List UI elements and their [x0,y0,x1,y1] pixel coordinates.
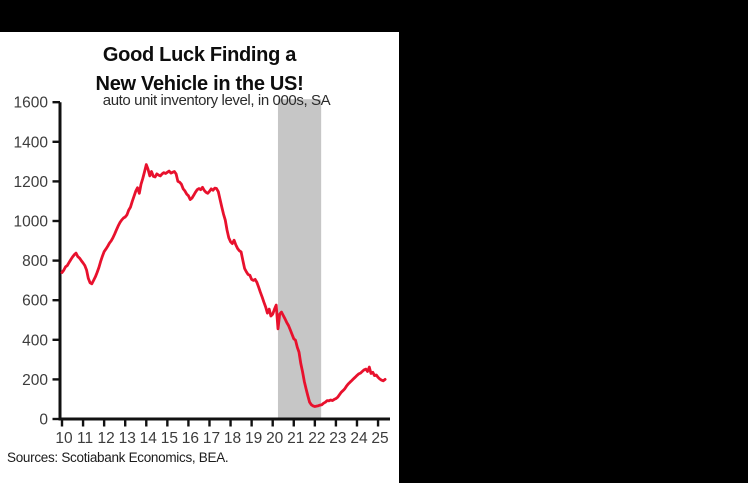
x-tick-label: 24 [350,430,368,447]
y-tick-label: 1000 [14,214,49,231]
chart-subtitle: auto unit inventory level, in 000s, SA [102,92,331,109]
x-tick-label: 14 [140,430,158,447]
x-tick-label: 13 [119,430,136,447]
chart-title-line2: New Vehicle in the US! [95,73,304,95]
chart-panel: Good Luck Finding a New Vehicle in the U… [0,32,399,483]
x-tick-label: 22 [308,430,325,447]
y-tick-label: 1400 [14,134,49,151]
y-tick-label: 0 [39,412,48,429]
x-tick-label: 15 [161,430,178,447]
y-tick-label: 200 [22,372,48,389]
y-tick-label: 800 [22,253,48,270]
x-tick-label: 19 [245,430,262,447]
x-tick-label: 12 [98,430,115,447]
chart-title-line1: Good Luck Finding a [102,44,297,66]
y-tick-label: 1600 [14,95,49,112]
y-tick-label: 600 [22,293,48,310]
x-tick-label: 10 [55,430,73,447]
x-tick-label: 17 [203,430,220,447]
chart-title: Good Luck Finding a New Vehicle in the U… [0,41,399,99]
chart-source: Sources: Scotiabank Economics, BEA. [7,450,229,465]
inventory-line [60,163,387,408]
shaded-band [277,99,322,419]
x-tick-label: 21 [287,430,304,447]
right-black-area [399,0,748,483]
x-tick-label: 23 [329,430,346,447]
y-tick-label: 1200 [14,174,49,191]
x-tick-label: 20 [266,430,284,447]
y-tick-label: 400 [22,332,48,349]
x-tick-label: 18 [224,430,241,447]
x-tick-label: 11 [77,430,93,447]
x-tick-label: 16 [182,430,199,447]
x-tick-label: 25 [371,430,388,447]
